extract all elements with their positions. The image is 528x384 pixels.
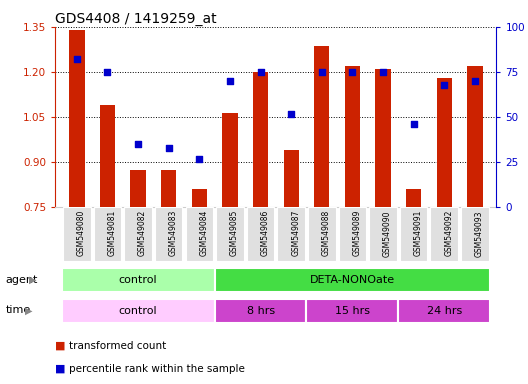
FancyBboxPatch shape [63,207,91,261]
Point [317,69,326,75]
Text: control: control [119,306,157,316]
Text: ■: ■ [55,364,66,374]
Text: ▶: ▶ [25,305,32,315]
Text: time: time [5,305,31,315]
Text: GSM549089: GSM549089 [352,210,362,257]
FancyBboxPatch shape [185,207,213,261]
Point [348,69,356,75]
Text: 24 hrs: 24 hrs [427,306,462,316]
Text: 15 hrs: 15 hrs [335,306,370,316]
Bar [467,66,483,207]
Text: GSM549090: GSM549090 [383,210,392,257]
Point [134,141,143,147]
Text: control: control [119,275,157,285]
Text: GSM549091: GSM549091 [413,210,422,257]
FancyBboxPatch shape [215,268,490,293]
FancyBboxPatch shape [398,299,490,323]
Text: GSM549093: GSM549093 [475,210,484,257]
Bar [375,69,391,207]
FancyBboxPatch shape [430,207,458,261]
Text: GSM549085: GSM549085 [230,210,239,257]
Bar [69,30,84,207]
FancyBboxPatch shape [308,207,336,261]
Text: GSM549080: GSM549080 [77,210,86,257]
FancyBboxPatch shape [155,207,183,261]
Bar [284,150,299,207]
FancyBboxPatch shape [216,207,244,261]
Text: ▶: ▶ [29,275,36,285]
Text: GSM549088: GSM549088 [322,210,331,256]
FancyBboxPatch shape [247,207,275,261]
FancyBboxPatch shape [62,299,215,323]
FancyBboxPatch shape [124,207,152,261]
Text: 8 hrs: 8 hrs [247,306,275,316]
Point [226,78,234,84]
Point [73,56,81,63]
Bar [253,72,268,207]
FancyBboxPatch shape [338,207,366,261]
Text: ■: ■ [55,341,66,351]
Bar [406,189,421,207]
Text: GSM549083: GSM549083 [169,210,178,257]
Bar [437,78,452,207]
Point [470,78,479,84]
Point [195,156,204,162]
Text: percentile rank within the sample: percentile rank within the sample [69,364,244,374]
Text: GSM549087: GSM549087 [291,210,300,257]
Point [409,121,418,127]
FancyBboxPatch shape [400,207,428,261]
Bar [161,170,176,207]
Bar [345,66,360,207]
Bar [192,189,207,207]
Point [103,69,112,75]
Point [440,81,448,88]
Point [287,111,295,117]
Text: GSM549081: GSM549081 [108,210,117,256]
FancyBboxPatch shape [306,299,398,323]
Text: GSM549084: GSM549084 [200,210,209,257]
Bar [130,170,146,207]
Bar [100,105,115,207]
Text: GDS4408 / 1419259_at: GDS4408 / 1419259_at [55,12,217,26]
FancyBboxPatch shape [369,207,397,261]
Text: GSM549086: GSM549086 [261,210,270,257]
Text: GSM549082: GSM549082 [138,210,147,256]
FancyBboxPatch shape [215,299,306,323]
Point [165,145,173,151]
Text: GSM549092: GSM549092 [444,210,453,257]
Text: DETA-NONOate: DETA-NONOate [310,275,395,285]
Point [257,69,265,75]
Bar [222,113,238,207]
FancyBboxPatch shape [93,207,121,261]
FancyBboxPatch shape [277,207,305,261]
FancyBboxPatch shape [62,268,215,293]
FancyBboxPatch shape [461,207,489,261]
Text: transformed count: transformed count [69,341,166,351]
Point [379,69,387,75]
Text: agent: agent [5,275,37,285]
Bar [314,46,329,207]
